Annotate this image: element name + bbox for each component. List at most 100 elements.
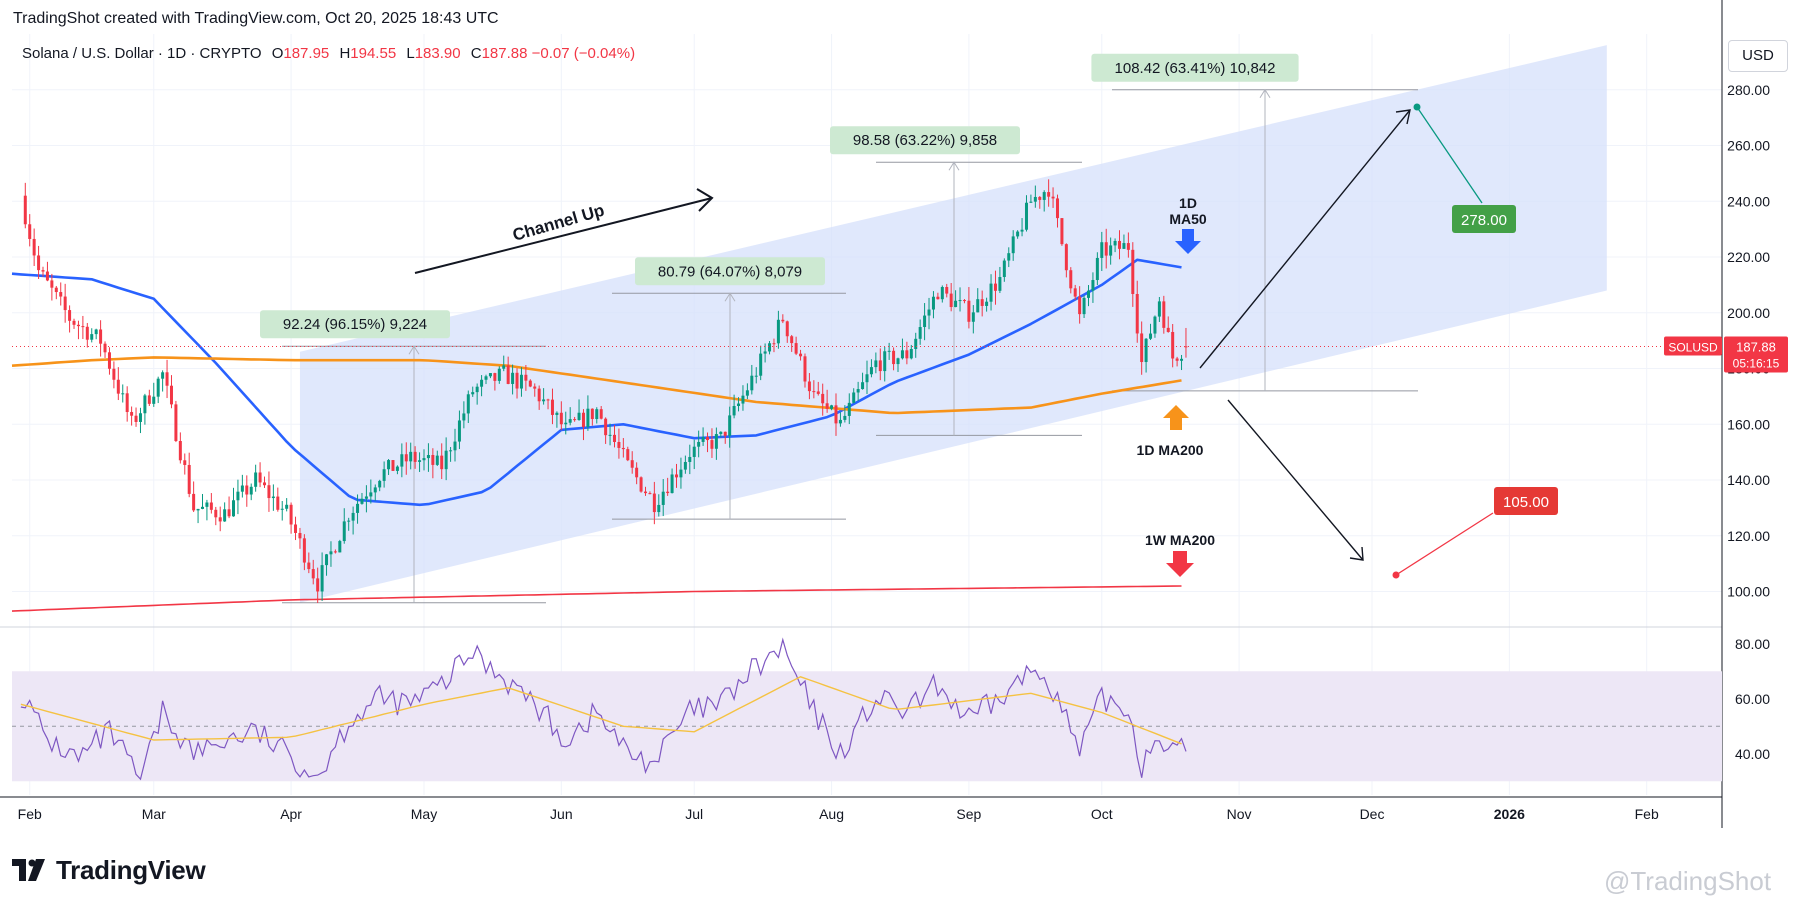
candle-body (218, 517, 222, 522)
candle-body (302, 538, 306, 563)
candle-body (617, 441, 621, 448)
candle-body (710, 440, 714, 449)
candle-body (905, 350, 909, 359)
ma50-label-line2: MA50 (1169, 211, 1207, 227)
candle-body (178, 441, 182, 461)
candle-body (134, 415, 138, 422)
price-badge-bg (1724, 336, 1788, 373)
candle-body (559, 412, 563, 425)
candle-body (754, 375, 758, 377)
candle-body (338, 541, 342, 553)
candle-body (90, 334, 94, 340)
candlesticks (12, 179, 1722, 603)
change-value: −0.07 (−0.04%) (531, 45, 636, 62)
candle-body (422, 458, 426, 461)
candle-body (1060, 218, 1064, 245)
candle-body (967, 300, 971, 322)
candle-body (1002, 260, 1006, 278)
candle-body (1016, 231, 1020, 237)
ma-line-1d-ma200 (11, 356, 1182, 415)
candle-body (289, 504, 293, 525)
symbol-badge-bg (1664, 336, 1722, 356)
candle-body (812, 391, 816, 393)
candle-body (457, 420, 461, 442)
target-down-label: 105.00 (1503, 494, 1549, 511)
candle-body (1109, 245, 1113, 256)
candle-body (130, 412, 134, 416)
candle-body (626, 449, 630, 461)
candle-body (409, 451, 413, 462)
candle-body (604, 418, 608, 436)
candle-body (121, 393, 125, 395)
low-value: 183.90 (414, 45, 461, 62)
measure-label-bg (830, 126, 1020, 155)
candle-body (1131, 249, 1135, 294)
time-tick-label: Feb (18, 806, 42, 822)
close-label: C (470, 45, 482, 62)
candle-body (745, 390, 749, 396)
candle-body (143, 395, 147, 414)
candle-body (426, 455, 430, 459)
candle-body (435, 455, 439, 465)
tradingview-logo-text: TradingView (56, 854, 206, 885)
time-tick-label: Apr (280, 806, 302, 822)
w-ma200-arrow-icon (1166, 551, 1194, 577)
candle-body (834, 405, 838, 424)
candle-body (395, 466, 399, 471)
candle-body (1082, 297, 1086, 315)
candle-body (741, 395, 745, 404)
candle-body (887, 350, 891, 352)
candle-body (958, 300, 962, 302)
candle-body (413, 451, 417, 462)
candle-body (892, 350, 896, 365)
candle-body (985, 301, 989, 306)
candle-body (1007, 253, 1011, 261)
symbol-legend: Solana / U.S. Dollar · 1D · CRYPTO O187.… (22, 45, 635, 62)
price-tick-label: 280.00 (1727, 82, 1770, 98)
candle-body (737, 403, 741, 407)
candle-body (50, 280, 54, 288)
candle-body (635, 467, 639, 478)
candle-body (1064, 244, 1068, 271)
candle-body (555, 412, 559, 415)
candle-body (954, 300, 958, 308)
measure-arrow-head (408, 345, 420, 355)
candle-body (590, 408, 594, 420)
w-ma200-label: 1W MA200 (1145, 532, 1215, 548)
candle-body (1055, 198, 1059, 219)
candle-body (280, 508, 284, 510)
candle-body (152, 396, 156, 404)
candle-body (599, 409, 603, 419)
rsi-pane (12, 637, 1722, 782)
candle-body (85, 326, 89, 340)
price-tick-label: 240.00 (1727, 193, 1770, 209)
candle-body (497, 368, 501, 381)
candle-body (657, 504, 661, 513)
price-tick-label: 220.00 (1727, 249, 1770, 265)
candle-body (418, 460, 422, 462)
candle-body (896, 358, 900, 365)
candle-body (378, 480, 382, 488)
tradingview-logo[interactable]: TradingView (12, 854, 206, 885)
time-tick-label: Jun (550, 806, 573, 822)
candle-body (750, 375, 754, 391)
candle-body (391, 460, 395, 471)
candle-body (918, 327, 922, 339)
candle-body (41, 270, 45, 272)
candle-body (249, 486, 253, 495)
candle-body (59, 292, 63, 297)
candle-body (1029, 201, 1033, 203)
candle-body (329, 551, 333, 555)
candle-body (971, 312, 975, 322)
time-tick-label: Dec (1360, 806, 1385, 822)
time-tick-label: Aug (819, 806, 844, 822)
candle-body (568, 419, 572, 423)
currency-button[interactable]: USD (1728, 40, 1788, 72)
candle-body (200, 506, 204, 509)
bear-projection-arrow (1227, 399, 1364, 561)
candle-body (453, 441, 457, 451)
candle-body (573, 419, 577, 421)
tradingview-logo-icon (12, 859, 45, 881)
